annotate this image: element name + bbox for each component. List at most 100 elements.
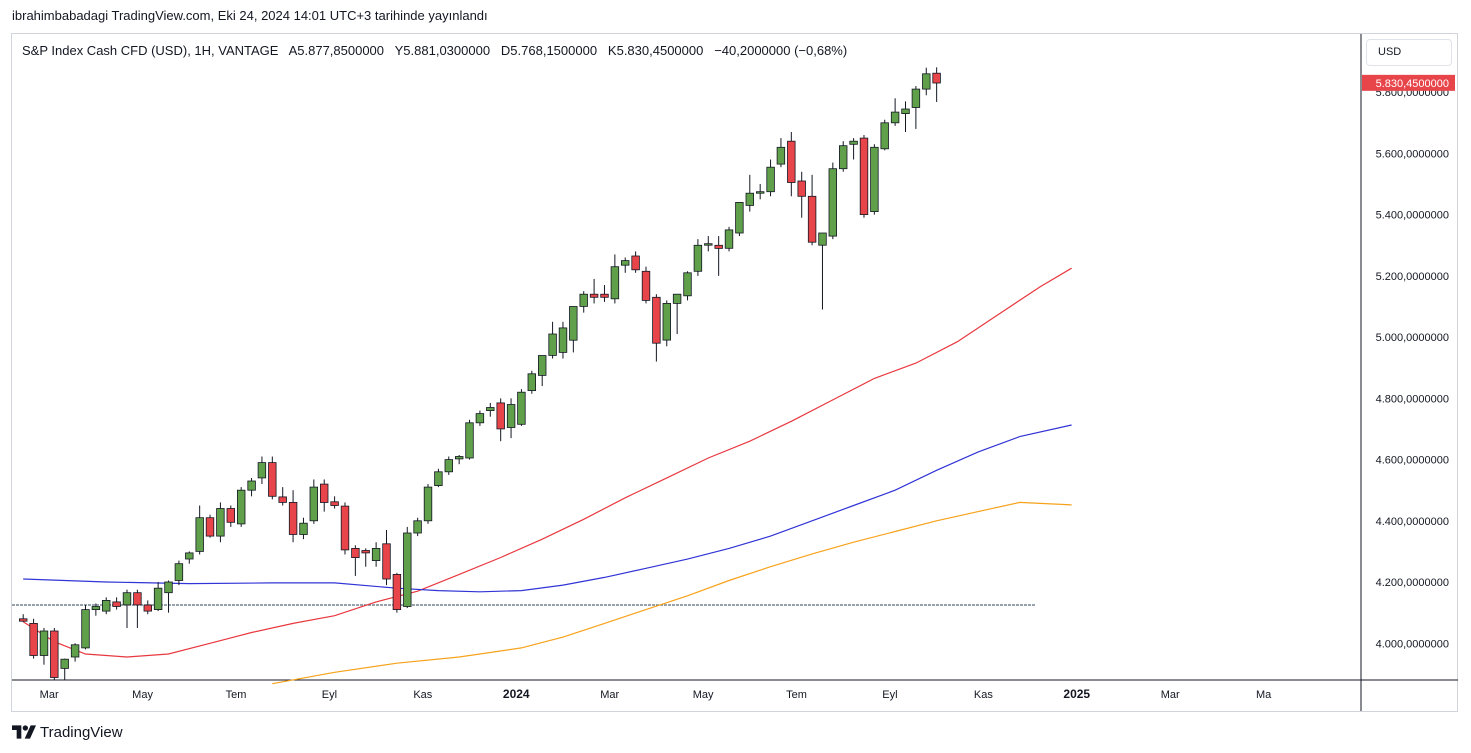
candle-body — [756, 191, 765, 194]
candle-body — [818, 232, 827, 246]
candle-body — [496, 402, 505, 430]
candle-body — [506, 404, 516, 428]
candle-body — [91, 606, 101, 610]
moving-average-line-1 — [22, 267, 1072, 658]
candle-body — [444, 459, 453, 473]
candle-body — [558, 327, 568, 353]
candle-body — [704, 243, 713, 246]
candle-body — [766, 166, 775, 193]
symbol-legend: S&P Index Cash CFD (USD), 1H, VANTAGE A5… — [22, 43, 847, 58]
candle-body — [423, 486, 433, 522]
time-tick-label: Mar — [1161, 689, 1180, 701]
time-tick-label: Eyl — [882, 689, 897, 701]
candle-body — [39, 630, 49, 656]
candle-body — [174, 563, 184, 581]
tradingview-logo-icon — [12, 725, 36, 739]
price-tick-label: 4.200,0000000 — [1376, 577, 1449, 589]
candle-body — [465, 422, 474, 459]
time-tick-label: Kas — [413, 689, 432, 701]
candles — [18, 67, 941, 680]
candle-body — [268, 462, 277, 497]
candle-body — [102, 600, 111, 612]
candle-body — [70, 644, 80, 658]
candle-body — [870, 146, 879, 213]
candle-body — [672, 293, 682, 304]
candle-body — [133, 592, 142, 606]
candle-body — [890, 111, 900, 124]
legend-open: A5.877,8500000 — [288, 43, 385, 58]
candle-body — [548, 333, 557, 356]
indicator-lines — [22, 267, 1072, 685]
candle-body — [185, 552, 194, 560]
time-tick-label: Tem — [226, 689, 247, 701]
candle-body — [340, 505, 350, 551]
candle-body — [195, 517, 204, 552]
time-tick-label: 2025 — [1063, 687, 1090, 701]
legend-close: K5.830,4500000 — [607, 43, 704, 58]
last-price-badge — [1362, 74, 1455, 91]
candle-body — [787, 140, 796, 183]
candle-body — [776, 146, 786, 165]
price-tick-label: 4.400,0000000 — [1376, 516, 1449, 528]
candle-body — [475, 413, 485, 424]
candle-body — [714, 244, 723, 249]
candle-body — [652, 296, 661, 344]
candle-body — [434, 471, 443, 486]
candle-body — [849, 140, 858, 145]
time-tick-label: Eyl — [322, 689, 337, 701]
time-tick-label: Kas — [974, 689, 993, 701]
candle-body — [735, 201, 744, 234]
tradingview-logo-text: TradingView — [40, 723, 123, 741]
candle-body — [247, 480, 256, 491]
candle-body — [631, 255, 640, 271]
legend-low: D5.768,1500000 — [500, 43, 598, 58]
candle-body — [153, 587, 163, 611]
legend-change: −40,2000000 (−0,68%) — [714, 43, 848, 58]
candle-body — [641, 270, 651, 301]
price-tick-label: 4.600,0000000 — [1376, 455, 1449, 467]
candle-body — [309, 486, 318, 522]
candle-body — [724, 229, 734, 249]
candle-body — [18, 618, 28, 622]
axes — [12, 34, 1458, 711]
candle-body — [527, 373, 536, 391]
candle-body — [205, 517, 215, 537]
legend-symbol: S&P Index Cash CFD (USD), 1H, VANTAGE — [22, 43, 279, 58]
time-tick-label: May — [132, 689, 153, 701]
candle-body — [143, 604, 152, 612]
candle-body — [880, 122, 889, 150]
price-tick-label: 4.800,0000000 — [1376, 393, 1449, 405]
candle-body — [517, 391, 526, 425]
candle-body — [807, 195, 817, 243]
candle-body — [403, 532, 412, 607]
candle-body — [361, 550, 370, 554]
time-tick-label: Mar — [600, 689, 619, 701]
candle-body — [288, 501, 298, 535]
candle-body — [621, 260, 630, 266]
candle-body — [330, 501, 339, 506]
candle-body — [60, 658, 69, 669]
candle-body — [922, 73, 931, 90]
currency-button[interactable]: USD — [1366, 39, 1452, 66]
candle-body — [299, 522, 308, 535]
candle-body — [50, 630, 59, 678]
price-tick-label: 4.000,0000000 — [1376, 638, 1449, 650]
moving-average-line-2 — [23, 424, 1072, 593]
time-tick-label: May — [693, 689, 714, 701]
candle-body — [226, 508, 235, 523]
candle-body — [839, 145, 848, 170]
candle-body — [486, 407, 495, 411]
candle-body — [236, 489, 246, 525]
candle-body — [278, 496, 287, 503]
candle-body — [257, 462, 267, 479]
candle-body — [610, 266, 620, 300]
price-tick-label: 5.000,0000000 — [1376, 332, 1449, 344]
candle-body — [112, 601, 121, 607]
tradingview-logo[interactable]: TradingView — [12, 722, 123, 742]
candle-body — [589, 293, 599, 298]
candle-body — [932, 72, 941, 84]
price-tick-label: 5.200,0000000 — [1376, 271, 1449, 283]
candle-body — [319, 483, 329, 503]
candle-body — [828, 168, 837, 237]
